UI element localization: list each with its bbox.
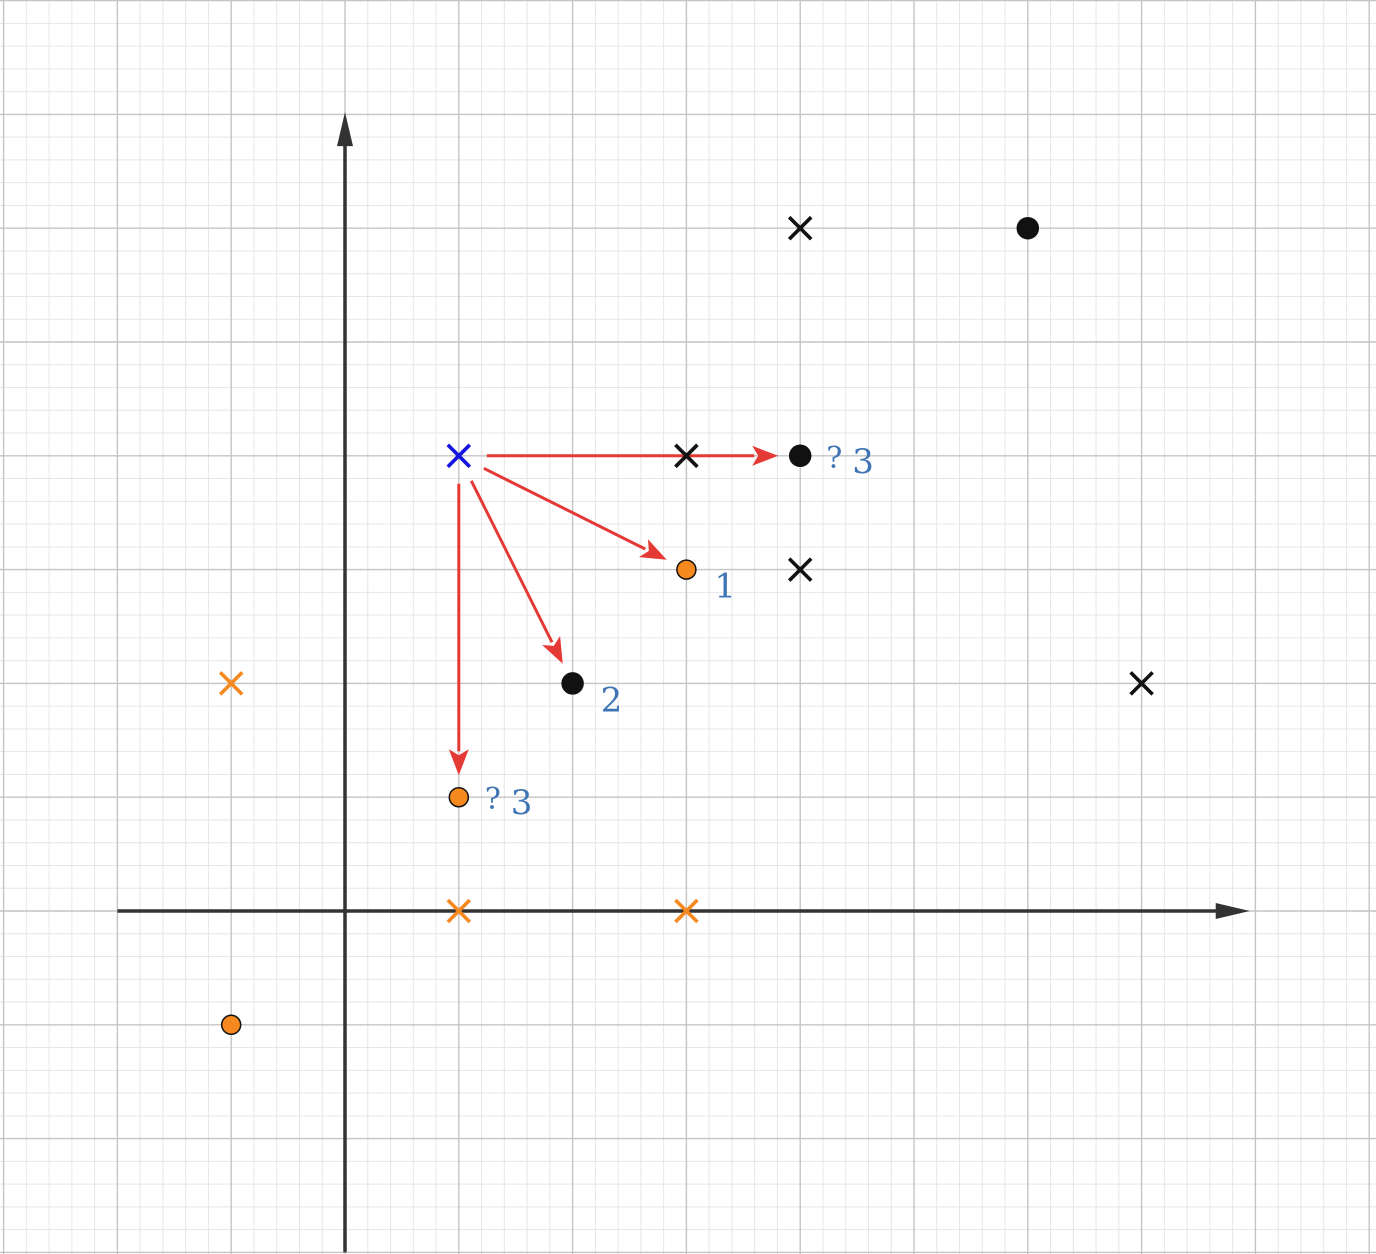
y-axis-arrowhead (337, 112, 353, 147)
label-rank-3-right: ? 3 (826, 441, 874, 482)
cross-marker-black (787, 557, 813, 582)
dot-marker-black (788, 444, 812, 468)
distance-arrows (448, 445, 779, 776)
x-axis-arrowhead (1215, 903, 1250, 919)
dot-marker-orange (448, 786, 470, 808)
cross-marker-orange (674, 898, 699, 924)
rank-labels: 12? 3? 3 (485, 441, 874, 823)
data-points (218, 215, 1154, 1036)
rank-number: 3 (511, 783, 533, 823)
rank-number: 1 (714, 567, 736, 607)
label-rank-1: 1 (714, 567, 736, 607)
arrow-shaft (469, 480, 554, 643)
dot-marker-orange (220, 1014, 242, 1036)
arrowhead (638, 539, 667, 560)
dot-marker-black (561, 672, 584, 695)
arrowhead (752, 445, 779, 466)
query-point-cross (446, 443, 472, 469)
dot-marker-black (1016, 216, 1040, 240)
cross-marker-orange (446, 898, 472, 924)
cross-marker-black (1129, 671, 1154, 696)
axes (117, 112, 1250, 1253)
arrowhead (542, 635, 563, 664)
cross-marker-orange (218, 671, 244, 696)
rank-question-mark: ? (485, 782, 501, 817)
rank-number: 3 (852, 442, 874, 482)
arrow-to-4-4 (486, 445, 779, 466)
label-rank-3-bottom: ? 3 (485, 782, 533, 823)
cross-marker-black (674, 443, 699, 469)
arrow-to-1-1 (448, 483, 469, 776)
dot-marker-orange (676, 559, 697, 580)
arrow-to-3-3 (483, 466, 667, 560)
rank-number: 2 (601, 680, 623, 720)
rank-question-mark: ? (826, 441, 842, 476)
arrow-shaft (483, 466, 646, 551)
arrow-to-2-2 (469, 480, 563, 664)
label-rank-2: 2 (601, 680, 623, 720)
arrowhead (448, 749, 469, 776)
cross-marker-black (787, 215, 813, 241)
